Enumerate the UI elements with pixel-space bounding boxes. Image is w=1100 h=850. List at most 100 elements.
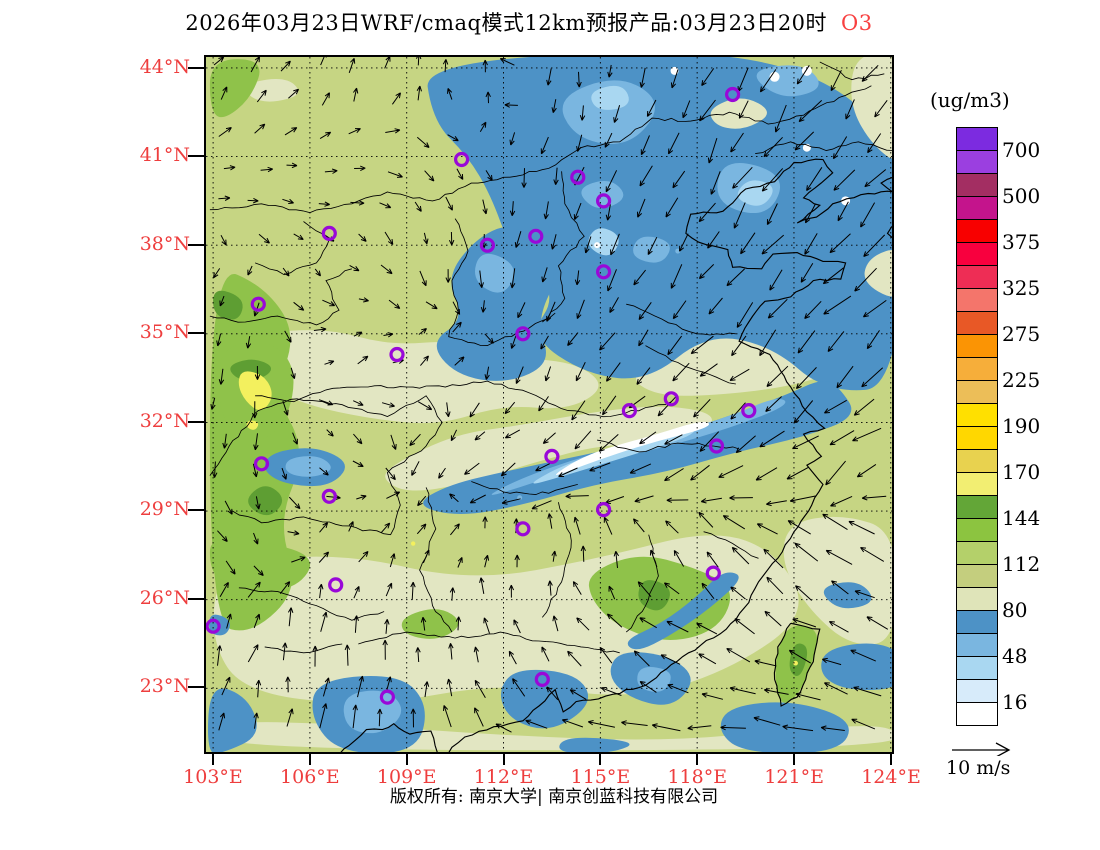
wind-vector-arrow [319,522,329,533]
city-marker [705,565,721,581]
wind-vector-arrow [792,435,819,450]
lat-tick [188,420,206,423]
colorbar-tick-label: 80 [1002,598,1028,622]
wind-vector-arrow [547,580,553,596]
wind-vector-arrow [798,100,823,123]
lat-tick-label: 26°N [139,586,190,609]
wind-vector-arrow [247,581,261,598]
wind-vector-arrow [687,725,712,731]
wind-vector-arrow [733,202,746,229]
wind-vector-arrow [381,402,395,408]
wind-vector-arrow [608,585,616,600]
wind-vector-arrow [797,330,816,354]
wind-vector-arrow [621,720,648,726]
wind-vector-arrow [384,57,391,69]
wind-vector-arrow [567,650,582,667]
wind-vector-arrow [409,433,421,447]
wind-vector-arrow [706,551,719,568]
wind-vector-arrow [218,127,232,137]
wind-vector-arrow [357,355,369,365]
wind-vector-arrow [698,264,715,280]
wind-vector-arrow [253,433,259,451]
wind-vector-arrow [829,233,851,254]
wind-vector-arrow [541,646,550,662]
wind-vector-arrow [512,678,526,697]
city-marker [253,456,270,472]
wind-vector-arrow [354,165,366,172]
wind-vector-arrow [804,300,822,319]
city-marker [479,237,495,253]
wind-vector-arrow [410,708,416,728]
wind-vector-arrow [861,495,887,501]
wind-vector-arrow [500,462,516,477]
wind-vector-arrow [219,295,225,307]
wind-vector-arrow [699,363,718,377]
wind-vector-arrow [696,623,718,635]
wind-vector-arrow [576,134,583,152]
wind-vector-arrow [358,550,369,563]
wind-vector-arrow [558,467,578,477]
wind-vector-arrow [213,268,221,279]
wind-scale-label: 10 m/s [946,757,1011,779]
wind-vector-arrow [580,545,586,562]
wind-vector-arrow [509,132,516,146]
wind-vector-arrow [357,675,364,698]
wind-vector-arrow [584,236,592,254]
wind-vector-arrow [479,121,487,133]
wind-vector-arrow [699,431,720,452]
wind-vector-arrow [821,657,842,666]
city-marker [570,169,586,185]
wind-vector-arrow [796,65,810,85]
wind-vector-arrow [862,299,887,318]
wind-vector-arrow [766,365,789,387]
wind-vector-arrow [700,497,722,504]
wind-vector-arrow [390,434,397,450]
city-marker [321,225,337,241]
colorbar-segment [957,197,997,220]
wind-vector-arrow [672,362,690,382]
city-marker [515,326,531,342]
wind-vector-arrow [254,123,266,134]
lon-tick-label: 118°E [667,766,728,788]
wind-vector-arrow [574,430,592,450]
wind-vector-arrow [606,362,621,382]
wind-vector-arrow [482,516,488,529]
wind-vector-arrow [313,326,327,333]
wind-vector-arrow [517,302,526,319]
wind-vector-arrow [552,615,559,632]
wind-vector-arrow [824,399,847,414]
lat-tick-label: 35°N [139,321,190,344]
wind-vector-arrow [569,689,587,700]
wind-vector-arrow [356,494,367,500]
wind-vector-arrow [469,494,486,504]
colorbar-segment [957,404,997,427]
wind-vector-arrow [352,704,358,729]
wind-vector-arrow [218,712,226,731]
colorbar-segment [957,151,997,174]
wind-vector-arrow [863,234,886,258]
wind-vector-arrow [419,270,427,287]
wind-vector-arrow [672,300,687,320]
wind-vector-arrow [607,269,617,292]
wind-vector-arrow [253,712,259,729]
wind-vector-arrow [732,166,753,189]
wind-vector-arrow [449,493,459,503]
wind-vector-arrow [701,68,715,87]
wind-vector-arrow [312,645,318,667]
wind-vector-arrow [221,676,231,696]
wind-vector-arrow [293,301,305,311]
colorbar-segment [957,588,997,611]
wind-vector-arrow [469,402,480,418]
colorbar-segment [957,381,997,404]
colorbar-unit-label: (ug/m3) [930,88,1010,112]
city-marker [515,521,531,537]
lon-tick [502,753,505,765]
wind-vector-arrow [415,647,421,663]
colorbar-segment [957,496,997,519]
lon-tick-label: 112°E [473,766,534,788]
wind-vector-arrow [698,202,716,223]
wind-vector-arrow [602,395,617,416]
wind-vector-arrow [348,128,361,135]
wind-vector-arrow [707,137,718,164]
